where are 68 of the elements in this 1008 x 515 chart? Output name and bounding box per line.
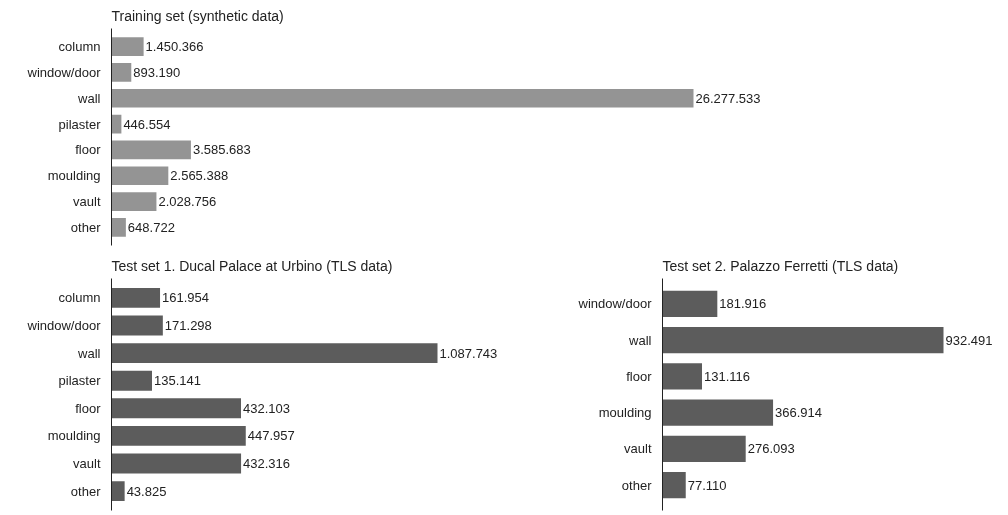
y-tick-label: other (70, 483, 102, 499)
data-label: 161.954 (162, 290, 210, 306)
bar (662, 290, 718, 317)
bar (111, 287, 161, 308)
y-tick-label: column (58, 290, 101, 306)
bar (111, 398, 241, 419)
y-tick-label: other (70, 219, 102, 235)
bar (662, 327, 944, 354)
bar (111, 192, 157, 211)
data-label: 447.957 (247, 428, 295, 444)
data-label: 131.116 (704, 368, 751, 384)
data-label: 432.103 (243, 400, 290, 416)
bar (662, 399, 774, 426)
bar (111, 481, 125, 502)
chart-title: Training set (synthetic data) (111, 7, 284, 24)
y-tick-label: wall (77, 345, 101, 361)
data-label: 181.916 (719, 296, 767, 312)
data-label: 43.825 (126, 483, 167, 499)
y-tick-label: moulding (47, 168, 101, 184)
bar (111, 453, 242, 474)
data-label: 648.722 (127, 219, 175, 235)
bar (111, 88, 694, 108)
data-label: 2.565.388 (170, 168, 229, 184)
bar (111, 63, 132, 82)
bar (662, 363, 703, 390)
data-label: 3.585.683 (192, 142, 251, 158)
data-label: 26.277.533 (695, 90, 761, 106)
y-tick-label: pilaster (58, 116, 102, 132)
chart-title: Test set 2. Palazzo Ferretti (TLS data) (662, 257, 899, 274)
data-label: 77.110 (687, 477, 727, 493)
bar (111, 37, 144, 56)
y-tick-label: wall (628, 332, 652, 348)
bar (111, 370, 152, 391)
bar (111, 140, 191, 160)
data-label: 171.298 (164, 317, 212, 333)
data-label: 893.190 (133, 64, 181, 80)
data-label: 1.087.743 (439, 345, 498, 361)
y-tick-label: floor (75, 142, 102, 158)
y-tick-label: moulding (47, 428, 101, 444)
y-tick-label: window/door (577, 296, 653, 312)
bar (111, 425, 246, 446)
y-tick-label: column (58, 39, 101, 55)
bar (111, 343, 438, 364)
chart-title: Test set 1. Ducal Palace at Urbino (TLS data) (111, 257, 393, 274)
bar (111, 315, 163, 336)
data-label: 276.093 (747, 441, 795, 457)
data-label: 932.491 (945, 332, 993, 348)
y-tick-label: moulding (598, 405, 652, 421)
y-tick-label: vault (73, 456, 101, 472)
bar (111, 218, 126, 237)
y-tick-label: floor (626, 368, 653, 384)
y-tick-label: vault (73, 194, 101, 210)
data-label: 1.450.366 (145, 39, 204, 55)
data-label: 2.028.756 (158, 194, 217, 210)
data-label: 366.914 (775, 405, 823, 421)
y-tick-label: floor (75, 400, 102, 416)
data-label: 446.554 (123, 116, 171, 132)
y-tick-label: pilaster (58, 373, 102, 389)
bar (111, 166, 169, 186)
y-tick-label: window/door (26, 64, 102, 80)
y-tick-label: wall (77, 90, 101, 106)
y-tick-label: vault (624, 441, 652, 457)
bar (662, 472, 686, 499)
bar (662, 435, 746, 462)
data-label: 135.141 (154, 373, 201, 389)
y-tick-label: window/door (26, 317, 102, 333)
y-tick-label: other (621, 477, 653, 493)
data-label: 432.316 (243, 456, 291, 472)
